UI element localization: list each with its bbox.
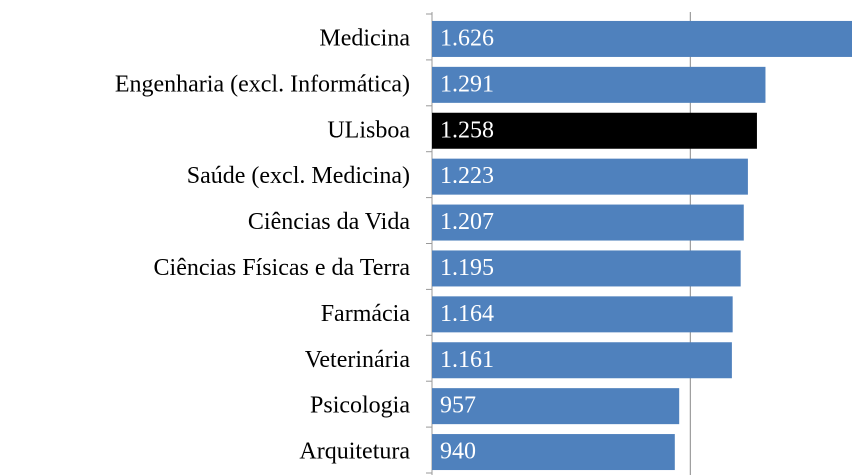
bar: [432, 388, 680, 425]
bar: [432, 296, 733, 333]
bar: [432, 20, 852, 57]
y-tick-label: Ciências Físicas e da Terra: [154, 255, 411, 281]
y-tick-label: Engenharia (excl. Informática): [115, 71, 410, 97]
y-tick-label: Medicina: [319, 25, 410, 51]
y-tick-label: Ciências da Vida: [248, 209, 410, 235]
bar: [432, 434, 675, 471]
value-label: 1.207: [440, 209, 494, 235]
bar: [432, 342, 732, 379]
value-label: 1.164: [440, 301, 494, 327]
bar: [432, 204, 744, 241]
y-tick-label: Farmácia: [321, 301, 411, 327]
value-label: 1.258: [440, 117, 494, 143]
value-label: 957: [440, 393, 476, 419]
y-tick-label: Psicologia: [310, 393, 410, 419]
value-label: 1.291: [440, 71, 494, 97]
bar: [432, 250, 741, 287]
y-tick-label: Saúde (excl. Medicina): [187, 163, 410, 189]
value-label: 1.195: [440, 255, 494, 281]
bar: [432, 158, 748, 195]
y-tick-label: ULisboa: [327, 117, 410, 143]
value-label: 940: [440, 439, 476, 465]
value-label: 1.223: [440, 163, 494, 189]
bar: [432, 112, 757, 149]
value-label: 1.161: [440, 347, 494, 373]
bar: [432, 66, 766, 103]
y-tick-label: Arquitetura: [299, 439, 410, 465]
y-tick-label: Veterinária: [305, 347, 411, 373]
value-label: 1.626: [440, 25, 494, 51]
